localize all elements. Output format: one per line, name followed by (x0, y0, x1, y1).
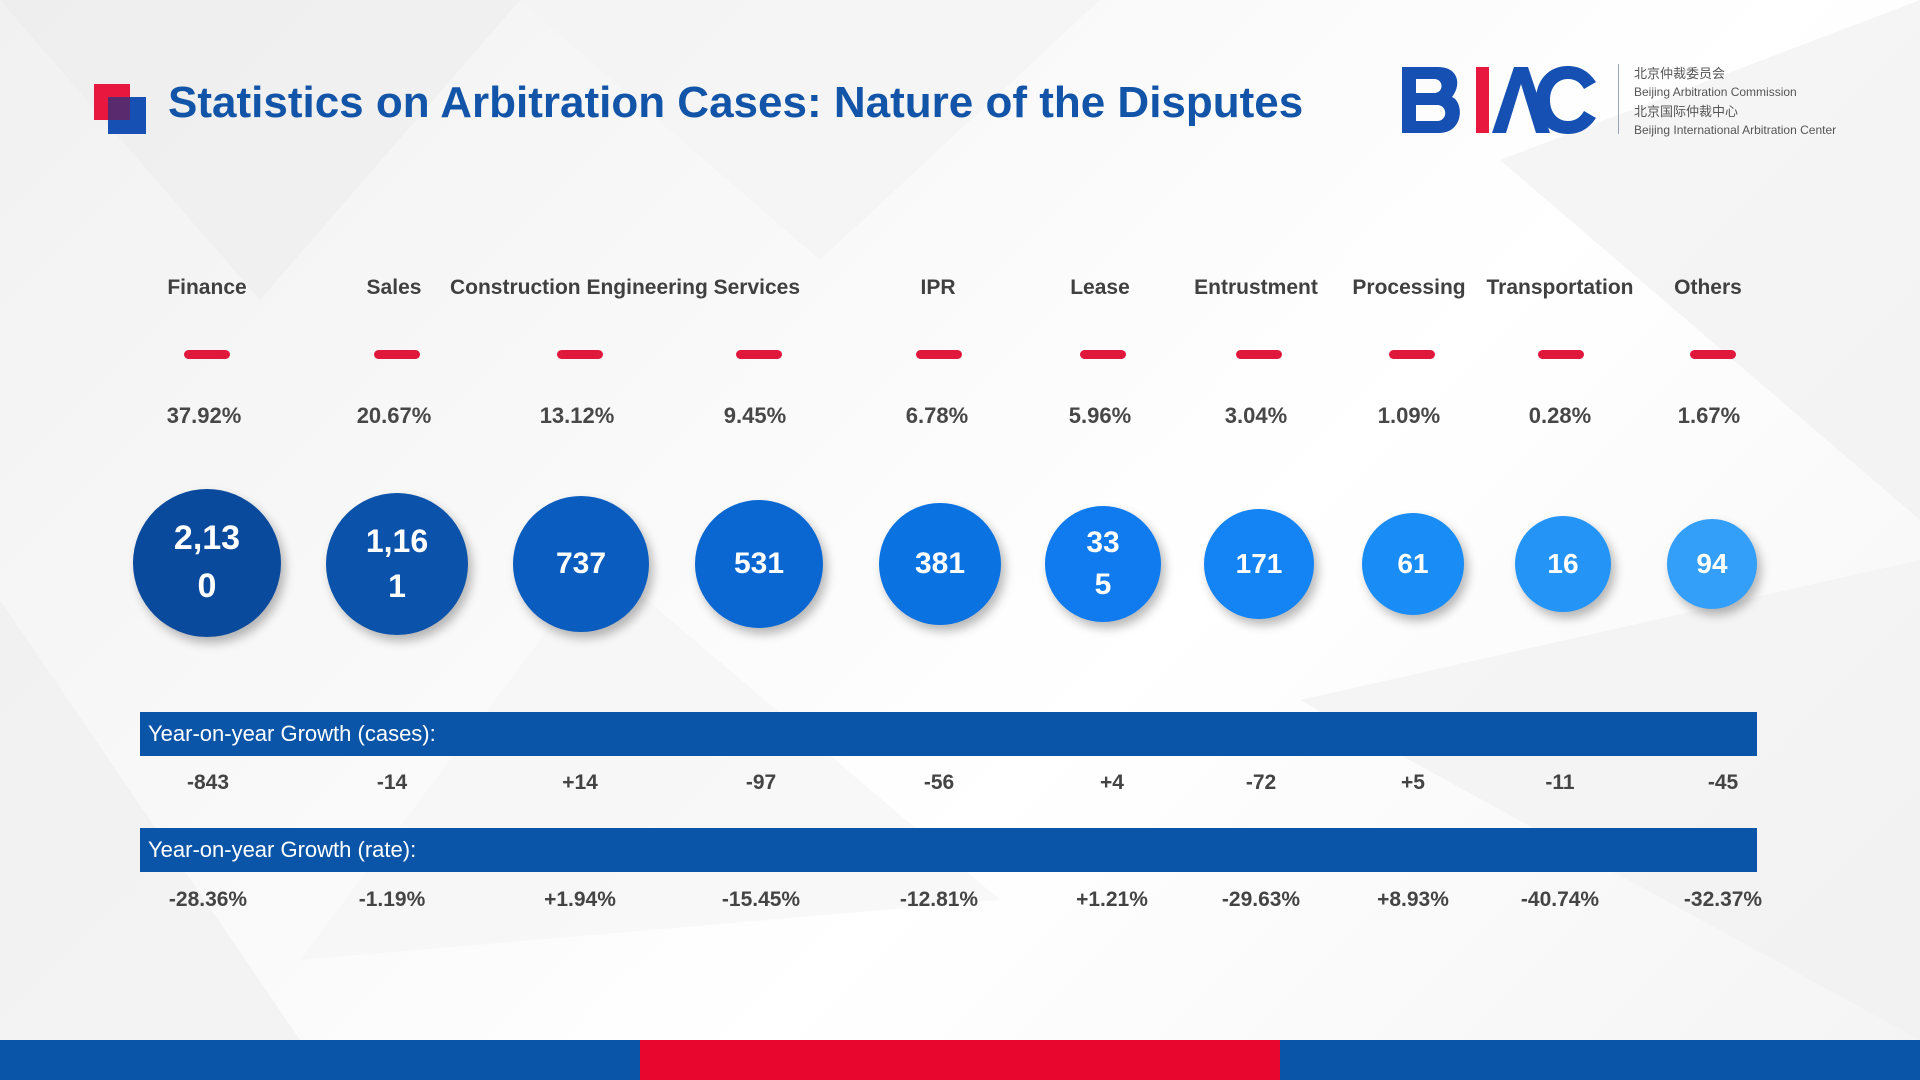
yoy-cases-value: -72 (1245, 771, 1277, 794)
yoy-rate-value: -28.36% (168, 888, 248, 911)
category-dash (1080, 350, 1126, 359)
category-label-processing: Processing (1352, 276, 1466, 299)
category-percent: 13.12% (539, 403, 615, 428)
yoy-cases-value: +5 (1401, 771, 1425, 794)
category-percent: 1.09% (1377, 403, 1441, 428)
category-percent: 3.04% (1224, 403, 1288, 428)
category-dash (1538, 350, 1584, 359)
yoy-cases-value: -14 (376, 771, 408, 794)
logo-line1-cn: 北京仲裁委员会 (1634, 66, 1726, 81)
category-percent: 1.67% (1677, 403, 1741, 428)
yoy-cases-value: -56 (923, 771, 955, 794)
category-dash (557, 350, 603, 359)
category-percent: 6.78% (905, 403, 969, 428)
yoy-cases-value: -11 (1545, 771, 1575, 794)
case-count-bubble-entrustment: 171 (1204, 509, 1314, 619)
category-dash (916, 350, 962, 359)
yoy-rate-value: +8.93% (1377, 888, 1449, 911)
category-label-lease: Lease (1070, 276, 1130, 299)
logo-divider (1618, 64, 1619, 134)
category-dash (1389, 350, 1435, 359)
category-percent: 20.67% (356, 403, 432, 428)
category-dash (184, 350, 230, 359)
category-dash (736, 350, 782, 359)
biac-logo-mark (1402, 66, 1596, 134)
category-percent: 0.28% (1528, 403, 1592, 428)
logo-line1-en: Beijing Arbitration Commission (1634, 85, 1797, 99)
category-label-entrustment: Entrustment (1194, 276, 1318, 299)
case-count-bubble-lease: 33 5 (1045, 506, 1161, 622)
category-percent: 9.45% (723, 403, 787, 428)
yoy-rate-value: +1.21% (1076, 888, 1148, 911)
logo-line2-cn: 北京国际仲裁中心 (1634, 104, 1739, 119)
footer-band (0, 1040, 1920, 1080)
yoy-rate-value: -12.81% (899, 888, 979, 911)
category-label-construction: Construction Engineering Services (449, 276, 801, 299)
yoy-cases-value: -45 (1707, 771, 1739, 794)
case-count-bubble-processing: 61 (1362, 513, 1464, 615)
case-count-bubble-ipr: 381 (879, 503, 1001, 625)
category-dash (1690, 350, 1736, 359)
case-count-bubble-construction: 737 (513, 496, 649, 632)
yoy-cases-value: -843 (186, 771, 230, 794)
yoy-cases-header: Year-on-year Growth (cases): (140, 712, 1757, 756)
case-count-bubble-others: 94 (1667, 519, 1757, 609)
yoy-rate-value: -32.37% (1683, 888, 1763, 911)
category-dash (374, 350, 420, 359)
yoy-cases-value: +14 (562, 771, 598, 794)
yoy-rate-value: -40.74% (1520, 888, 1600, 911)
yoy-rate-value: -1.19% (358, 888, 426, 911)
category-percent: 5.96% (1068, 403, 1132, 428)
category-label-ipr: IPR (920, 276, 956, 299)
yoy-rate-value: -29.63% (1221, 888, 1301, 911)
case-count-bubble-sales: 1,16 1 (326, 493, 468, 635)
case-count-bubble-finance: 2,13 0 (133, 489, 281, 637)
category-label-transportation: Transportation (1486, 276, 1634, 299)
category-label-others: Others (1674, 276, 1742, 299)
logo-line2-en: Beijing International Arbitration Center (1634, 123, 1837, 137)
biac-logo: 北京仲裁委员会 Beijing Arbitration Commission 北… (1400, 60, 1870, 140)
title-square-icon (94, 84, 146, 134)
yoy-cases-value: -97 (745, 771, 777, 794)
category-percent: 37.92% (166, 403, 242, 428)
category-label-finance: Finance (167, 276, 247, 299)
page-title: Statistics on Arbitration Cases: Nature … (168, 78, 1304, 127)
category-label-sales: Sales (366, 276, 422, 299)
logo-text: 北京仲裁委员会 Beijing Arbitration Commission 北… (1634, 64, 1836, 140)
yoy-rate-value: -15.45% (721, 888, 801, 911)
category-dash (1236, 350, 1282, 359)
yoy-cases-value: +4 (1100, 771, 1124, 794)
case-count-bubble-services: 531 (695, 500, 823, 628)
yoy-rate-value: +1.94% (544, 888, 616, 911)
case-count-bubble-transportation: 16 (1515, 516, 1611, 612)
yoy-rate-header: Year-on-year Growth (rate): (140, 828, 1757, 872)
